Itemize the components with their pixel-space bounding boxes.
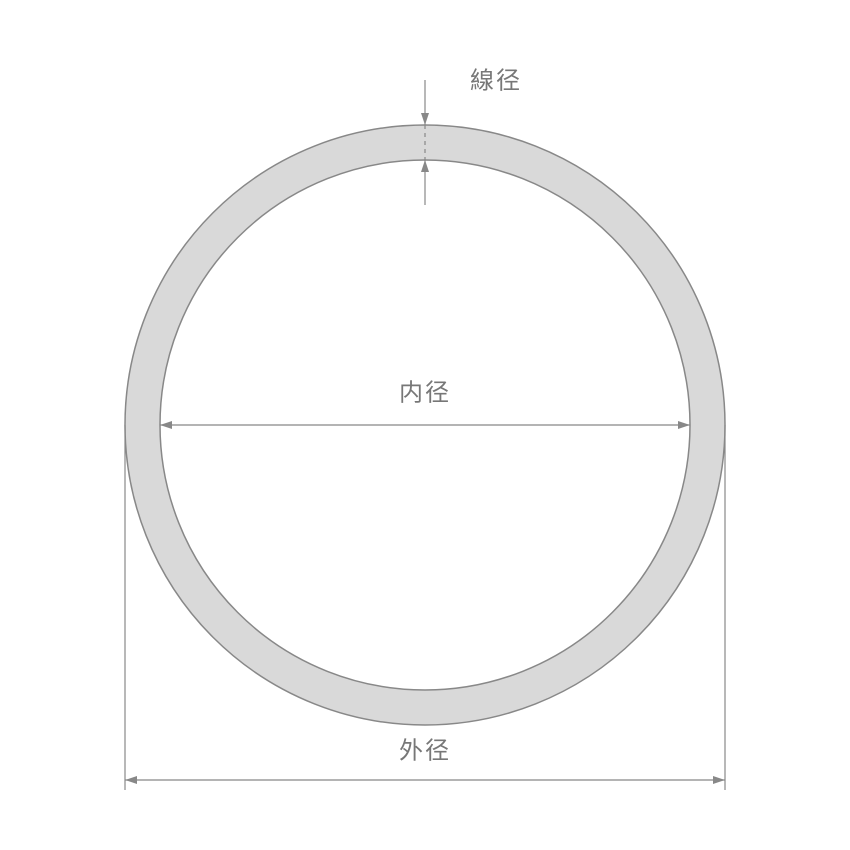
ring-dimension-svg [0, 0, 850, 850]
outer-diameter-label: 外径 [399, 731, 451, 766]
wire-diameter-label: 線径 [470, 61, 522, 96]
diagram-canvas: 線径 内径 外径 [0, 0, 850, 850]
inner-diameter-label: 内径 [399, 373, 451, 408]
